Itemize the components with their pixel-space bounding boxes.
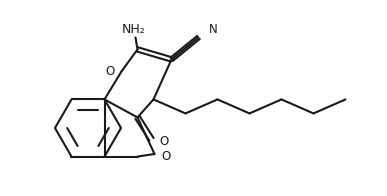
Text: O: O [161,150,171,162]
Text: NH₂: NH₂ [122,23,146,36]
Text: O: O [159,135,169,148]
Text: N: N [209,23,217,36]
Text: O: O [105,65,115,78]
